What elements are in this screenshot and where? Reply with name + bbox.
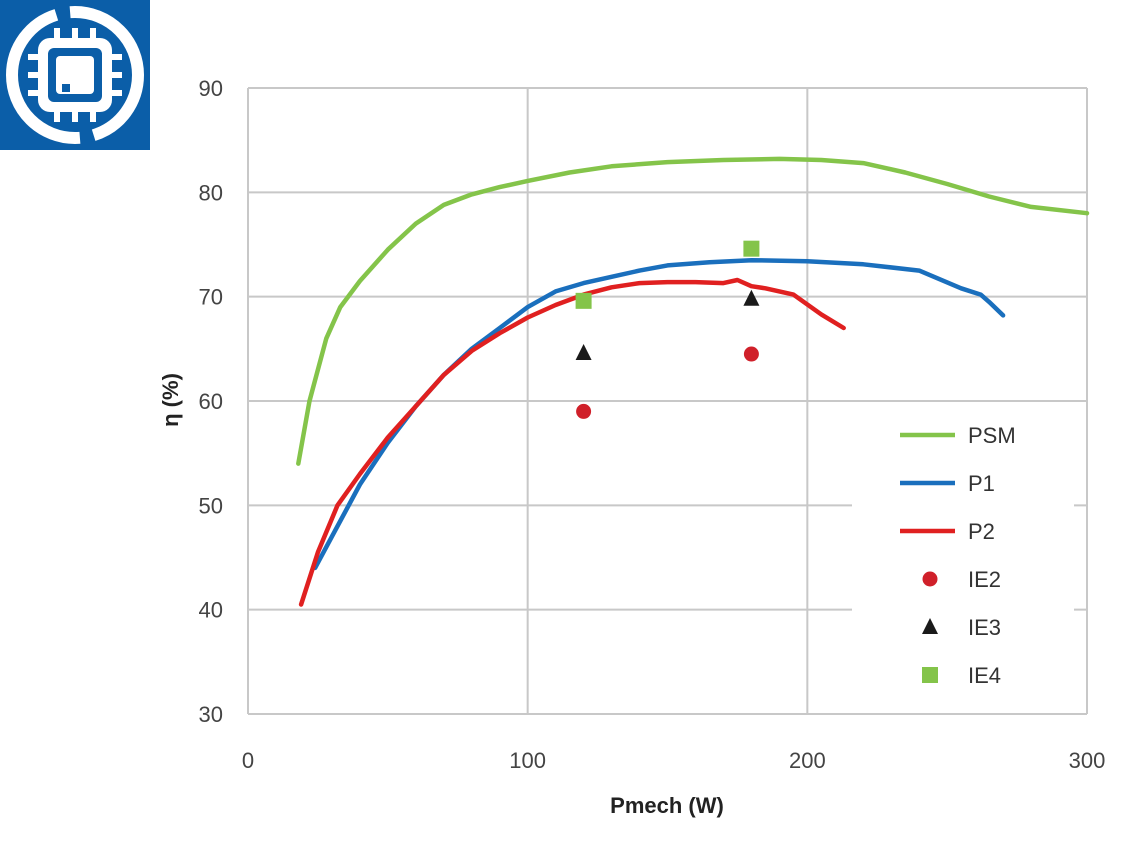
series-line-p2 bbox=[298, 277, 846, 607]
y-tick-label: 60 bbox=[199, 389, 223, 414]
y-tick-label: 50 bbox=[199, 493, 223, 518]
legend-box bbox=[852, 405, 1074, 703]
legend-label-p1: P1 bbox=[968, 471, 995, 496]
y-tick-label: 90 bbox=[199, 76, 223, 101]
chip-cycle-icon bbox=[6, 6, 144, 144]
legend-swatch-ie2 bbox=[922, 571, 938, 587]
data-point-ie4 bbox=[743, 240, 760, 257]
data-point-ie3 bbox=[575, 344, 592, 361]
y-tick-label: 30 bbox=[199, 702, 223, 727]
legend-label-ie2: IE2 bbox=[968, 567, 1001, 592]
legend-label-ie3: IE3 bbox=[968, 615, 1001, 640]
x-tick-label: 0 bbox=[242, 748, 254, 773]
x-tick-label: 300 bbox=[1069, 748, 1106, 773]
x-tick-label: 200 bbox=[789, 748, 826, 773]
y-tick-label: 70 bbox=[199, 285, 223, 310]
y-tick-label: 40 bbox=[199, 598, 223, 623]
logo bbox=[0, 0, 150, 150]
x-tick-label: 100 bbox=[509, 748, 546, 773]
data-point-ie2 bbox=[576, 403, 592, 419]
y-tick-label: 80 bbox=[199, 180, 223, 205]
data-point-ie3 bbox=[743, 289, 760, 306]
legend-label-ie4: IE4 bbox=[968, 663, 1001, 688]
x-axis-title: Pmech (W) bbox=[610, 793, 724, 818]
data-point-ie4 bbox=[575, 292, 592, 309]
legend-label-psm: PSM bbox=[968, 423, 1016, 448]
legend-swatch-ie4 bbox=[922, 667, 938, 683]
legend-swatch-ie3 bbox=[922, 618, 938, 634]
series-line-psm bbox=[296, 156, 1090, 466]
y-axis-title: η (%) bbox=[158, 373, 183, 427]
data-point-ie2 bbox=[743, 346, 759, 362]
legend-label-p2: P2 bbox=[968, 519, 995, 544]
